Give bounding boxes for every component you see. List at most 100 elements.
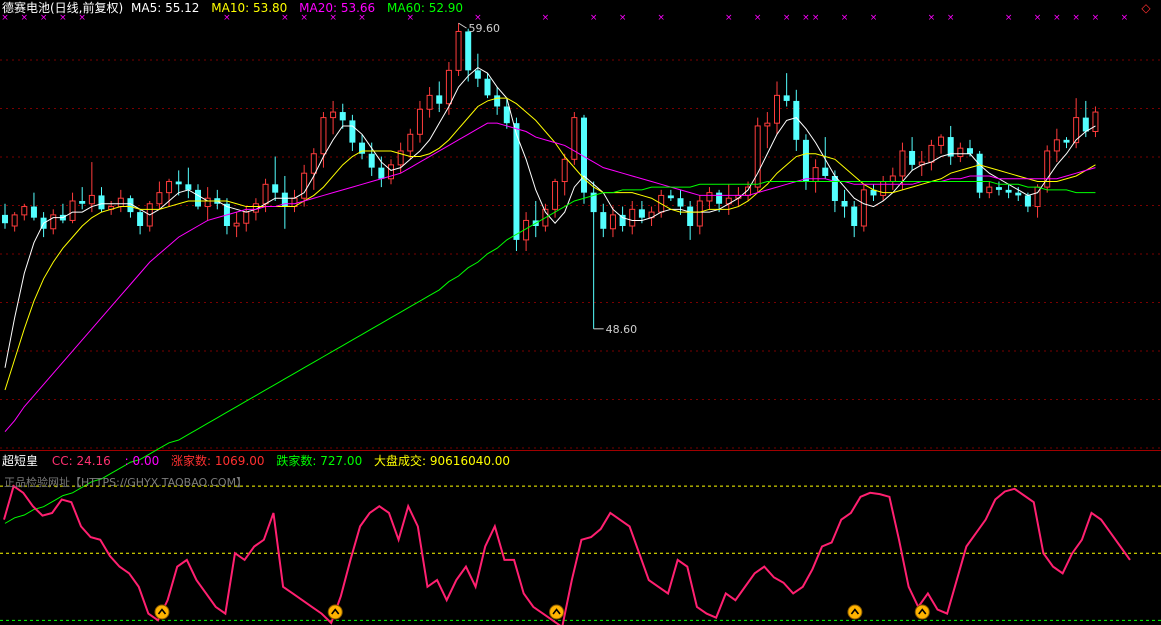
candle-body: [339, 112, 346, 121]
cc-value: CC: 24.16: [51, 454, 111, 468]
ma10-value: MA10: 53.80: [211, 1, 288, 15]
top-marker: ×: [783, 13, 791, 23]
candle-body: [175, 181, 182, 185]
buy-signal-chevron: [331, 608, 340, 615]
diamond-icon: ◇: [1141, 1, 1151, 15]
ma-line-ma5: [4, 66, 1096, 368]
candle-body: [233, 222, 240, 227]
candle-body: [889, 175, 896, 183]
candle-body: [552, 181, 559, 210]
candle-body: [137, 212, 144, 226]
candle-body: [899, 150, 906, 177]
candle-body: [667, 195, 674, 199]
candle-body: [30, 206, 37, 218]
candle-body: [1073, 117, 1080, 144]
candle-body: [609, 214, 616, 230]
candle-body: [831, 175, 838, 201]
stock-name: 德赛电池(日线,前复权): [2, 1, 124, 15]
candle-body: [638, 209, 645, 218]
candle-body: [195, 189, 201, 207]
top-marker: ×: [407, 13, 415, 23]
candle-body: [397, 150, 404, 166]
top-marker: ×: [1034, 13, 1042, 23]
top-marker: ×: [59, 13, 67, 23]
candle-body: [860, 189, 867, 227]
candle-body: [1044, 150, 1051, 188]
candle-body: [947, 137, 954, 157]
high-price-label: 59.60: [469, 22, 501, 35]
candle-body: [349, 120, 356, 143]
candle-body: [851, 206, 858, 226]
candle-body: [754, 125, 761, 188]
buy-signal-chevron: [918, 608, 927, 615]
candle-body: [465, 31, 472, 71]
candle-body: [571, 117, 578, 160]
candle-body: [880, 181, 887, 196]
candle-body: [98, 195, 105, 210]
buy-signal-icon: [327, 604, 343, 620]
candle-body: [774, 94, 780, 124]
candle-body: [69, 200, 76, 221]
cc-line: [3, 484, 1131, 625]
top-marker: ×: [928, 13, 936, 23]
candle-body: [330, 111, 337, 119]
candle-body: [629, 208, 636, 227]
candle-body: [79, 200, 86, 204]
candle-body: [127, 198, 134, 213]
candle-body: [687, 206, 694, 226]
top-marker: ×: [358, 13, 366, 23]
top-marker: ×: [1053, 13, 1061, 23]
top-marker: ×: [619, 13, 627, 23]
ma20-value: MA20: 53.66: [299, 1, 376, 15]
buy-signal-icon: [847, 604, 863, 620]
top-marker: ×: [802, 13, 810, 23]
ma60-value: MA60: 52.90: [387, 1, 464, 15]
decliners-value: 跌家数: 727.00: [276, 454, 363, 468]
candle-body: [388, 164, 394, 180]
candle-body: [870, 189, 877, 196]
top-marker: ×: [1, 13, 9, 23]
candle-body: [677, 198, 684, 207]
candle-body: [156, 192, 163, 205]
candle-body: [310, 153, 317, 174]
top-marker: ×: [281, 13, 289, 23]
candle-body: [484, 78, 491, 96]
candle-body: [561, 158, 568, 183]
buy-signal-chevron: [850, 608, 860, 615]
candle-body: [812, 167, 819, 183]
candle-body: [262, 183, 269, 205]
top-marker: ×: [329, 13, 337, 23]
candle-body: [995, 187, 1002, 190]
candle-body: [11, 214, 18, 227]
candle-body: [1053, 139, 1060, 152]
candle-body: [301, 172, 308, 199]
candle-body: [436, 95, 443, 104]
buy-signal-icon: [549, 604, 565, 620]
candle-body: [716, 192, 723, 204]
candle-body: [1015, 192, 1022, 196]
candle-body: [696, 200, 703, 227]
candle-body: [117, 197, 124, 208]
candle-body: [494, 95, 501, 107]
candle-body: [378, 167, 385, 179]
candle-body: [474, 70, 481, 79]
watermark-text: 正品检验网址【HTTPS://GHYX.TAOBAO.COM】: [4, 476, 248, 489]
candle-body: [204, 197, 211, 208]
top-marker: ×: [1072, 13, 1080, 23]
candle-body: [281, 192, 288, 207]
top-marker: ×: [590, 13, 598, 23]
main-chart-header: 德赛电池(日线,前复权) MA5: 55.12 MA10: 53.80 MA20…: [2, 1, 463, 15]
candle-body: [503, 106, 510, 124]
top-marker: ×: [841, 13, 849, 23]
candle-body: [88, 194, 95, 205]
candle-body: [957, 147, 964, 158]
candle-body: [793, 100, 800, 140]
candle-body: [1063, 139, 1070, 143]
top-marker: ×: [1121, 13, 1129, 23]
candle-body: [1082, 117, 1089, 132]
candle-body: [455, 30, 462, 71]
top-marker: ×: [21, 13, 29, 23]
top-marker: ×: [474, 13, 482, 23]
